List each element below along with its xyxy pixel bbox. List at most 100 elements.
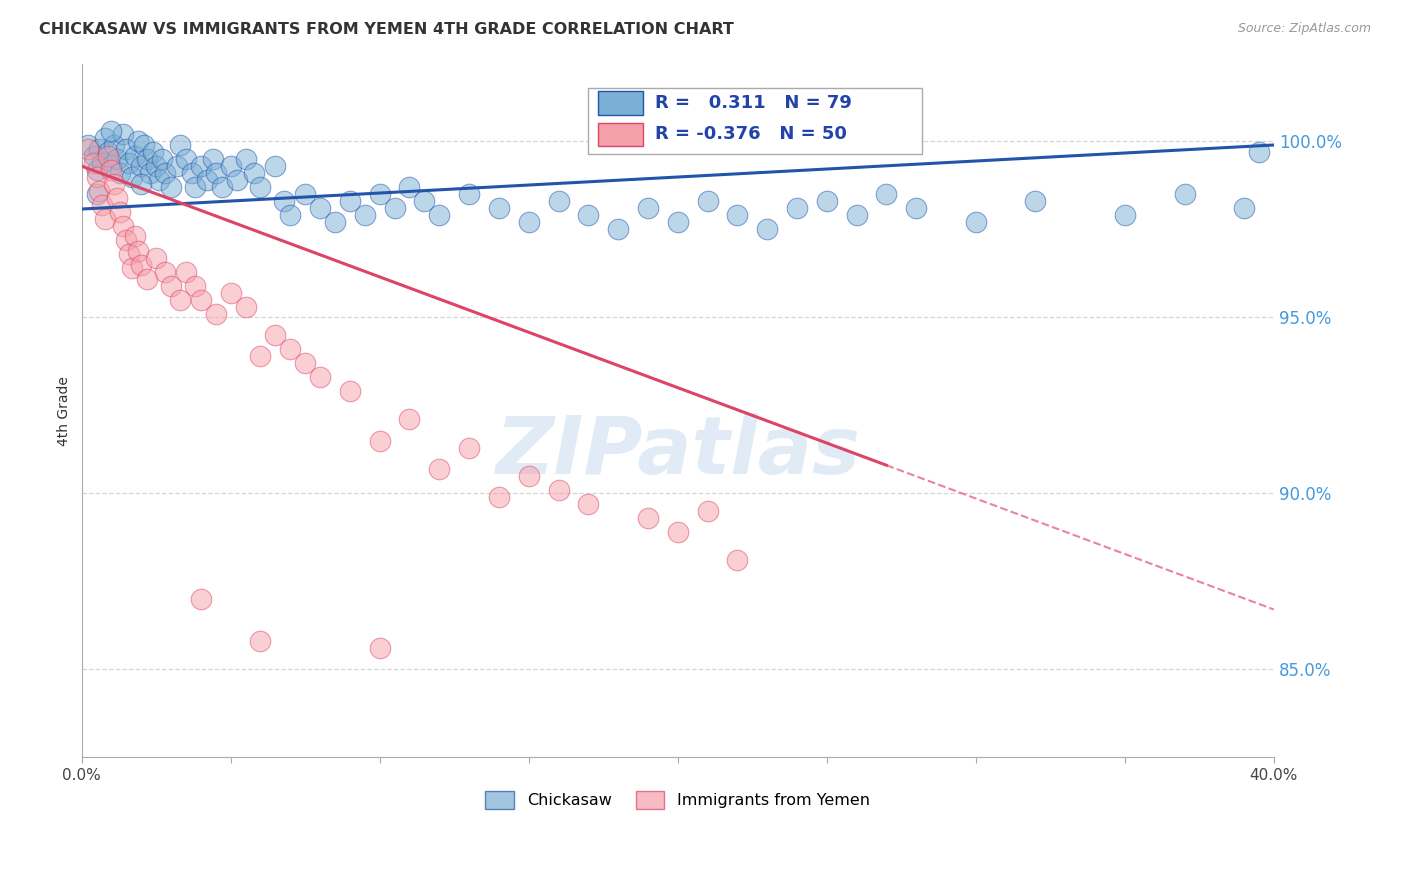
Point: [249, 634, 271, 648]
Point: [458, 187, 481, 202]
Point: [112, 128, 135, 142]
Point: [294, 356, 316, 370]
Point: [145, 251, 167, 265]
Point: [875, 187, 897, 202]
Point: [129, 177, 152, 191]
Point: [576, 497, 599, 511]
Point: [488, 490, 510, 504]
Point: [368, 187, 391, 202]
Point: [294, 187, 316, 202]
Point: [725, 208, 748, 222]
Point: [666, 525, 689, 540]
Point: [110, 205, 132, 219]
Point: [139, 166, 162, 180]
Y-axis label: 4th Grade: 4th Grade: [58, 376, 72, 446]
Point: [353, 208, 375, 222]
Point: [413, 194, 436, 209]
Point: [115, 233, 138, 247]
Point: [309, 370, 332, 384]
Point: [576, 208, 599, 222]
Point: [136, 152, 159, 166]
Point: [637, 202, 659, 216]
Point: [89, 141, 111, 155]
Point: [94, 131, 117, 145]
Point: [190, 159, 212, 173]
Point: [174, 152, 197, 166]
Point: [845, 208, 868, 222]
Point: [786, 202, 808, 216]
Point: [83, 155, 105, 169]
Text: Source: ZipAtlas.com: Source: ZipAtlas.com: [1237, 22, 1371, 36]
Point: [204, 307, 226, 321]
Point: [160, 278, 183, 293]
Point: [273, 194, 295, 209]
Point: [76, 141, 98, 155]
Point: [264, 159, 287, 173]
Point: [86, 169, 108, 184]
Point: [91, 155, 114, 169]
Point: [264, 328, 287, 343]
Point: [145, 159, 167, 173]
Point: [368, 434, 391, 448]
Text: CHICKASAW VS IMMIGRANTS FROM YEMEN 4TH GRADE CORRELATION CHART: CHICKASAW VS IMMIGRANTS FROM YEMEN 4TH G…: [39, 22, 734, 37]
Point: [278, 342, 301, 356]
Point: [219, 159, 242, 173]
Point: [97, 145, 120, 159]
Point: [115, 141, 138, 155]
Point: [118, 247, 141, 261]
Point: [517, 215, 540, 229]
FancyBboxPatch shape: [598, 91, 643, 115]
Point: [547, 194, 569, 209]
Point: [219, 285, 242, 300]
Point: [225, 173, 247, 187]
Point: [696, 504, 718, 518]
Point: [211, 180, 233, 194]
Point: [121, 261, 143, 276]
Point: [174, 265, 197, 279]
Point: [368, 641, 391, 656]
Point: [97, 148, 120, 162]
Point: [1247, 145, 1270, 159]
Point: [184, 180, 207, 194]
Point: [134, 138, 156, 153]
Point: [148, 173, 170, 187]
Point: [94, 211, 117, 226]
Point: [121, 169, 143, 184]
Point: [136, 271, 159, 285]
Point: [339, 194, 361, 209]
Point: [607, 222, 630, 236]
Point: [129, 258, 152, 272]
Point: [129, 159, 152, 173]
Point: [815, 194, 838, 209]
Point: [204, 166, 226, 180]
Point: [127, 244, 149, 258]
Point: [103, 138, 125, 153]
Point: [83, 148, 105, 162]
Point: [249, 180, 271, 194]
Point: [547, 483, 569, 497]
Point: [142, 145, 165, 159]
Point: [725, 553, 748, 567]
Point: [124, 148, 146, 162]
Point: [756, 222, 779, 236]
Point: [1233, 202, 1256, 216]
Point: [666, 215, 689, 229]
Point: [127, 135, 149, 149]
Point: [637, 511, 659, 525]
Point: [86, 162, 108, 177]
Point: [427, 208, 450, 222]
Point: [184, 278, 207, 293]
Point: [169, 293, 191, 307]
Legend: Chickasaw, Immigrants from Yemen: Chickasaw, Immigrants from Yemen: [479, 785, 876, 815]
Point: [249, 349, 271, 363]
Point: [398, 180, 420, 194]
Point: [1024, 194, 1046, 209]
Point: [278, 208, 301, 222]
Point: [103, 177, 125, 191]
Point: [100, 159, 122, 173]
Text: R =   0.311   N = 79: R = 0.311 N = 79: [655, 94, 852, 112]
Point: [905, 202, 928, 216]
Point: [86, 187, 108, 202]
Point: [339, 384, 361, 399]
Point: [323, 215, 346, 229]
